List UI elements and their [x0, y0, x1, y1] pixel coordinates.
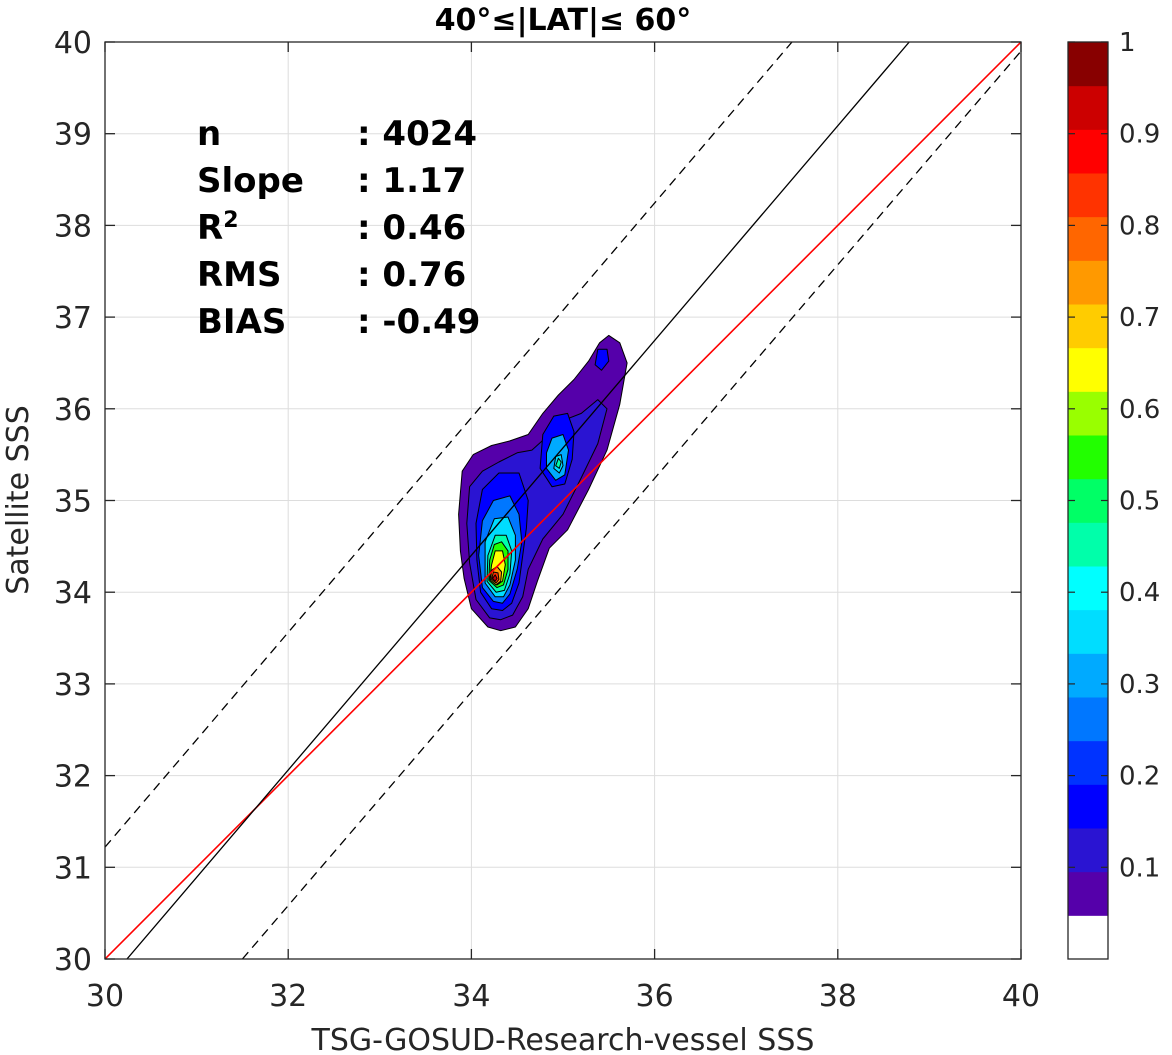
colorbar-bin [1068, 173, 1108, 218]
y-tick-label: 35 [54, 485, 92, 520]
stat-value: : -0.49 [357, 302, 480, 342]
x-tick-label: 30 [86, 979, 124, 1014]
x-tick-label: 40 [1002, 979, 1040, 1014]
colorbar-bin [1068, 129, 1108, 174]
y-tick-label: 39 [54, 118, 92, 153]
y-tick-label: 33 [54, 668, 92, 703]
colorbar-bin [1068, 653, 1108, 698]
y-tick-label: 30 [54, 943, 92, 978]
colorbar-bin [1068, 697, 1108, 742]
colorbar-tick-label: 1 [1119, 28, 1136, 58]
plot-area: 30 32 34 36 38 40 30 31 32 33 34 35 36 37 38 39 40 n : 402… [54, 26, 1040, 1014]
density-contours [458, 334, 628, 632]
stat-label: Slope [197, 161, 304, 201]
colorbar-bin [1068, 740, 1108, 785]
density-contour-4 [594, 348, 610, 371]
colorbar-tick-label: 0.5 [1119, 487, 1160, 517]
colorbar-tick-label: 0.3 [1119, 670, 1160, 700]
stat-label: n [197, 114, 221, 154]
colorbar-bin [1068, 435, 1108, 480]
tick-marks [104, 41, 1022, 960]
colorbar-bin [1068, 828, 1108, 873]
colorbar: 0.1 0.2 0.3 0.4 0.5 0.6 0.7 0.8 0.9 1 [1067, 28, 1160, 960]
stat-value: : 0.76 [357, 255, 466, 295]
upper-bound-line [105, 42, 793, 848]
y-tick-label: 36 [54, 393, 92, 428]
colorbar-bin [1068, 42, 1108, 87]
colorbar-bin [1068, 347, 1108, 392]
colorbar-tick-label: 0.2 [1119, 762, 1160, 792]
x-axis-label: TSG-GOSUD-Research-vessel SSS [311, 1023, 815, 1055]
density-contour-13 [492, 574, 498, 582]
chart-title: 40°≤|LAT|≤ 60° [435, 3, 692, 38]
colorbar-bin [1068, 304, 1108, 349]
colorbar-bin [1068, 391, 1108, 436]
y-tick-label: 31 [54, 851, 92, 886]
colorbar-tick-label: 0.6 [1119, 395, 1160, 425]
stat-value: : 0.46 [357, 208, 466, 248]
x-tick-label: 34 [452, 979, 490, 1014]
colorbar-bin [1068, 566, 1108, 611]
stat-superscript: 2 [223, 208, 238, 233]
colorbar-tick-label: 0.8 [1119, 211, 1160, 241]
colorbar-bin [1068, 216, 1108, 261]
lower-bound-line [241, 50, 1021, 959]
y-tick-label: 38 [54, 209, 92, 244]
colorbar-tick-label: 0.4 [1119, 578, 1160, 608]
x-tick-label: 32 [269, 979, 307, 1014]
y-tick-label: 32 [54, 760, 92, 795]
colorbar-bin [1068, 871, 1108, 916]
colorbar-bin [1068, 609, 1108, 654]
colorbar-tick-label: 0.7 [1119, 303, 1160, 333]
colorbar-tick-label: 0.1 [1119, 853, 1160, 883]
colorbar-tick-label: 0.9 [1119, 120, 1160, 150]
grid [104, 41, 1022, 960]
reference-lines [105, 42, 1021, 959]
colorbar-bin [1068, 784, 1108, 829]
density-contour-15 [555, 457, 562, 469]
y-tick-label: 40 [54, 26, 92, 61]
colorbar-bin [1068, 915, 1108, 960]
colorbar-bin [1068, 260, 1108, 305]
x-tick-label: 38 [819, 979, 857, 1014]
y-axis-label: Satellite SSS [1, 405, 36, 595]
stat-value: : 4024 [357, 114, 477, 154]
x-tick-label: 36 [636, 979, 674, 1014]
regression-line [126, 42, 910, 959]
y-tick-label: 34 [54, 576, 92, 611]
colorbar-bin [1068, 85, 1108, 130]
stat-value: : 1.17 [357, 161, 466, 201]
y-tick-label: 37 [54, 301, 92, 336]
colorbar-bin [1068, 522, 1108, 567]
stat-label: BIAS [197, 302, 286, 342]
stat-label: RMS [197, 255, 282, 295]
